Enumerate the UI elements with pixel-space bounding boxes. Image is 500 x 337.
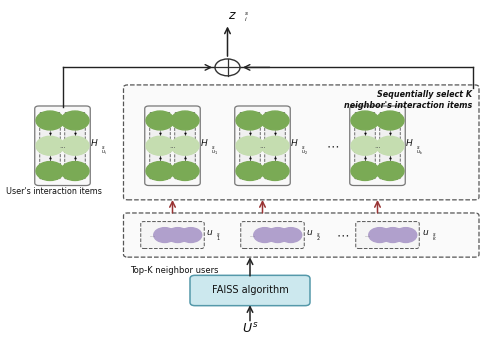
Circle shape: [369, 228, 391, 243]
Circle shape: [382, 228, 404, 243]
Circle shape: [154, 228, 176, 243]
Circle shape: [280, 228, 302, 243]
Circle shape: [36, 111, 64, 130]
Text: ...: ...: [365, 233, 371, 238]
Circle shape: [61, 136, 89, 155]
Circle shape: [351, 136, 379, 155]
Text: ...: ...: [250, 233, 256, 238]
Text: $^s_{1}$: $^s_{1}$: [216, 233, 221, 244]
FancyBboxPatch shape: [356, 222, 419, 249]
FancyBboxPatch shape: [145, 106, 200, 185]
FancyBboxPatch shape: [355, 112, 375, 179]
Circle shape: [236, 161, 264, 181]
FancyBboxPatch shape: [241, 222, 304, 249]
Circle shape: [171, 111, 199, 130]
FancyBboxPatch shape: [124, 213, 479, 257]
Text: FAISS algorithm: FAISS algorithm: [212, 285, 288, 296]
Text: $^s_{2}$: $^s_{2}$: [316, 233, 321, 244]
Circle shape: [261, 111, 289, 130]
Text: ...: ...: [259, 143, 266, 149]
Text: Top-K neighbor users: Top-K neighbor users: [130, 266, 218, 275]
Circle shape: [236, 136, 264, 155]
FancyBboxPatch shape: [35, 106, 90, 185]
Text: $H$: $H$: [290, 137, 298, 148]
Circle shape: [236, 111, 264, 130]
Text: Sequentially select K
neighbor's interaction items: Sequentially select K neighbor's interac…: [344, 90, 472, 110]
FancyBboxPatch shape: [175, 112, 195, 179]
Text: $U^s$: $U^s$: [242, 321, 258, 336]
Circle shape: [376, 111, 404, 130]
FancyBboxPatch shape: [265, 112, 285, 179]
Circle shape: [180, 228, 202, 243]
Text: $u$: $u$: [422, 228, 429, 237]
Circle shape: [61, 111, 89, 130]
Text: $^s_i$: $^s_i$: [244, 10, 249, 24]
Circle shape: [36, 161, 64, 181]
Circle shape: [36, 136, 64, 155]
Text: ...: ...: [374, 143, 381, 149]
Text: ...: ...: [150, 233, 156, 238]
Text: User's interaction items: User's interaction items: [6, 187, 102, 196]
FancyBboxPatch shape: [65, 112, 85, 179]
Text: ...: ...: [169, 143, 176, 149]
Text: $^s_{u_2}$: $^s_{u_2}$: [301, 144, 308, 157]
Circle shape: [261, 136, 289, 155]
Circle shape: [61, 161, 89, 181]
FancyBboxPatch shape: [380, 112, 400, 179]
Circle shape: [254, 228, 276, 243]
Text: $u$: $u$: [306, 228, 314, 237]
Circle shape: [215, 59, 240, 76]
Circle shape: [351, 161, 379, 181]
FancyBboxPatch shape: [40, 112, 60, 179]
FancyBboxPatch shape: [150, 112, 170, 179]
FancyBboxPatch shape: [235, 106, 290, 185]
Circle shape: [171, 161, 199, 181]
Text: ...: ...: [59, 143, 66, 149]
Text: $^s_{u_k}$: $^s_{u_k}$: [416, 144, 423, 157]
FancyBboxPatch shape: [350, 106, 405, 185]
Circle shape: [146, 111, 174, 130]
Circle shape: [146, 161, 174, 181]
Text: $H$: $H$: [200, 137, 208, 148]
Text: $^s_{u_i}$: $^s_{u_i}$: [101, 144, 107, 157]
Circle shape: [376, 161, 404, 181]
Circle shape: [376, 136, 404, 155]
Circle shape: [267, 228, 289, 243]
Circle shape: [167, 228, 189, 243]
Text: $H$: $H$: [90, 137, 98, 148]
Text: $^s_{u_1}$: $^s_{u_1}$: [211, 144, 218, 157]
Circle shape: [351, 111, 379, 130]
Circle shape: [261, 161, 289, 181]
FancyBboxPatch shape: [124, 85, 479, 200]
FancyBboxPatch shape: [190, 275, 310, 306]
Text: $u$: $u$: [206, 228, 214, 237]
FancyBboxPatch shape: [141, 222, 204, 249]
Circle shape: [395, 228, 417, 243]
FancyBboxPatch shape: [240, 112, 260, 179]
Circle shape: [171, 136, 199, 155]
Text: $H$: $H$: [405, 137, 413, 148]
Circle shape: [146, 136, 174, 155]
Text: $\cdots$: $\cdots$: [336, 228, 349, 242]
Text: $\cdots$: $\cdots$: [326, 139, 339, 152]
Text: $z$: $z$: [228, 9, 237, 22]
Text: $^s_{k}$: $^s_{k}$: [432, 233, 436, 244]
